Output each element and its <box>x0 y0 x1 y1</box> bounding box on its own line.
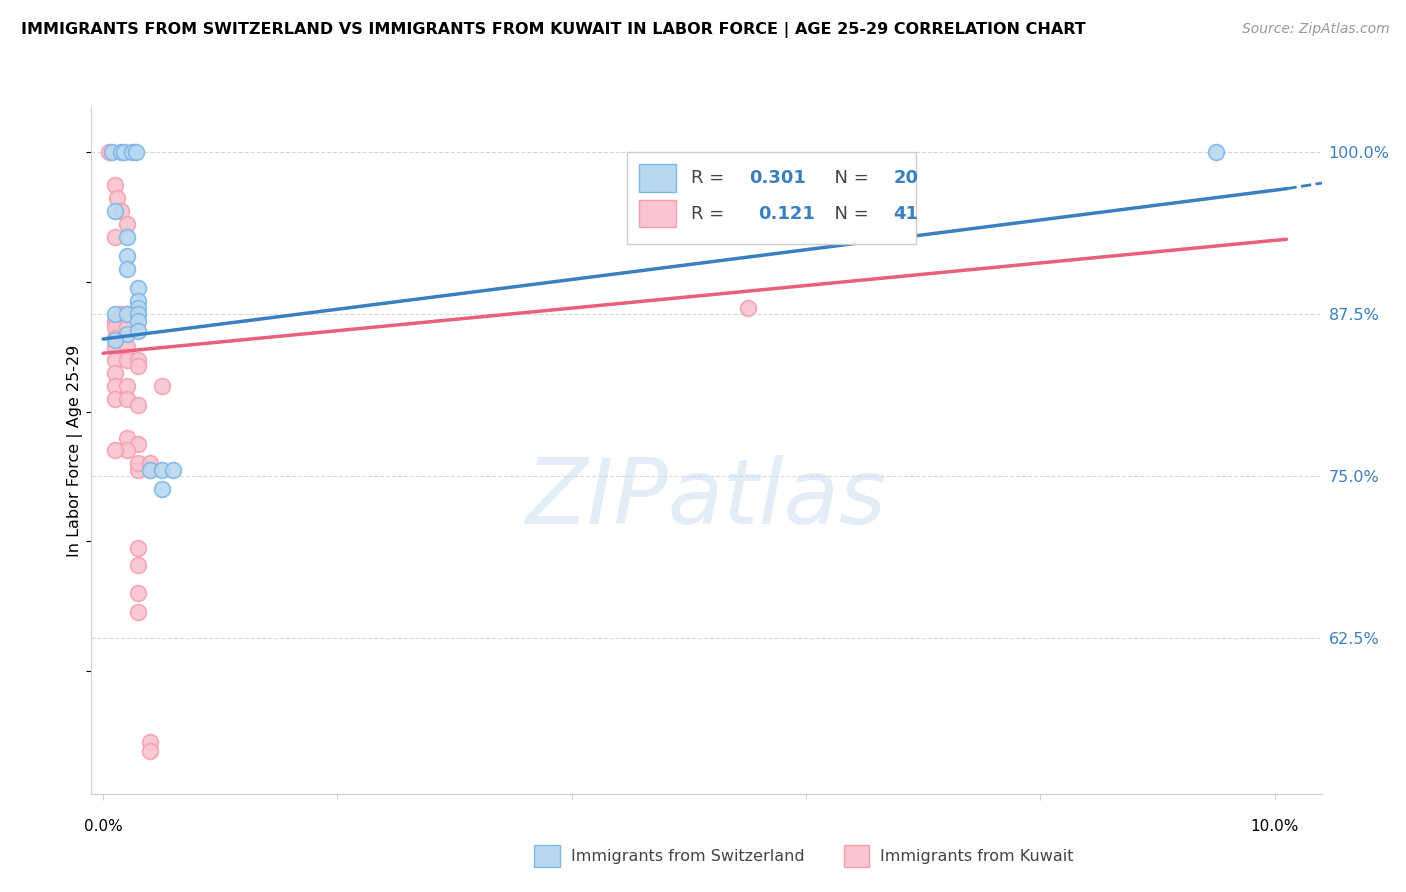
Point <box>104 352 127 367</box>
Point <box>127 437 149 451</box>
Point <box>150 378 173 392</box>
Text: N =: N = <box>824 204 875 222</box>
Point <box>127 558 149 572</box>
Point <box>115 326 138 341</box>
FancyBboxPatch shape <box>638 200 676 227</box>
Point <box>162 463 184 477</box>
Text: N =: N = <box>824 169 875 186</box>
Text: IMMIGRANTS FROM SWITZERLAND VS IMMIGRANTS FROM KUWAIT IN LABOR FORCE | AGE 25-29: IMMIGRANTS FROM SWITZERLAND VS IMMIGRANT… <box>21 22 1085 38</box>
Point <box>115 430 138 444</box>
Text: Immigrants from Kuwait: Immigrants from Kuwait <box>880 849 1074 863</box>
Point <box>110 145 132 160</box>
Text: 0.121: 0.121 <box>758 204 815 222</box>
Y-axis label: In Labor Force | Age 25-29: In Labor Force | Age 25-29 <box>67 344 83 557</box>
Point <box>127 294 149 309</box>
Point <box>115 262 138 277</box>
Point <box>112 145 135 160</box>
Text: Immigrants from Switzerland: Immigrants from Switzerland <box>571 849 804 863</box>
Point <box>121 307 143 321</box>
Point <box>115 320 138 334</box>
Point <box>127 457 149 471</box>
Point <box>115 378 138 392</box>
Point <box>104 443 127 458</box>
Point <box>125 145 148 160</box>
FancyBboxPatch shape <box>638 164 676 192</box>
Point <box>127 359 149 374</box>
Point <box>115 340 138 354</box>
Point <box>104 334 127 348</box>
Point <box>98 145 120 160</box>
Text: Source: ZipAtlas.com: Source: ZipAtlas.com <box>1241 22 1389 37</box>
Point <box>104 392 127 406</box>
Point <box>127 352 149 367</box>
Point <box>104 178 127 192</box>
Point <box>104 340 127 354</box>
Point <box>139 744 162 758</box>
Point <box>115 352 138 367</box>
Point <box>139 735 162 749</box>
Point <box>121 145 143 160</box>
Point <box>104 229 127 244</box>
Point <box>110 307 132 321</box>
Text: 0.301: 0.301 <box>749 169 807 186</box>
Text: 41: 41 <box>894 204 918 222</box>
Point <box>127 307 149 321</box>
Point <box>127 314 149 328</box>
Point <box>127 281 149 295</box>
Point <box>115 249 138 263</box>
Point <box>105 191 128 205</box>
Point <box>104 320 127 334</box>
Point <box>1205 145 1227 160</box>
Point <box>115 229 138 244</box>
Point <box>127 398 149 412</box>
Point <box>115 392 138 406</box>
Point <box>115 307 138 321</box>
Point <box>104 307 127 321</box>
Point <box>127 324 149 338</box>
Point <box>150 463 173 477</box>
Point <box>737 301 759 315</box>
Point <box>104 378 127 392</box>
Point <box>127 301 149 315</box>
Point <box>101 145 124 160</box>
Point <box>139 463 162 477</box>
Point <box>104 314 127 328</box>
Point <box>115 217 138 231</box>
Point <box>127 541 149 555</box>
Point <box>104 331 127 345</box>
Text: ZIPatlas: ZIPatlas <box>526 455 887 542</box>
Point <box>115 443 138 458</box>
Point <box>104 366 127 380</box>
Text: R =: R = <box>690 204 735 222</box>
Point <box>127 606 149 620</box>
Point <box>139 463 162 477</box>
Point <box>127 586 149 600</box>
Text: 10.0%: 10.0% <box>1250 819 1299 834</box>
Point <box>127 463 149 477</box>
Point <box>110 203 132 218</box>
Text: 0.0%: 0.0% <box>84 819 122 834</box>
Point <box>104 203 127 218</box>
Text: 20: 20 <box>894 169 918 186</box>
Point <box>150 483 173 497</box>
Point <box>115 307 138 321</box>
Text: R =: R = <box>690 169 730 186</box>
Point <box>139 457 162 471</box>
FancyBboxPatch shape <box>627 152 915 244</box>
